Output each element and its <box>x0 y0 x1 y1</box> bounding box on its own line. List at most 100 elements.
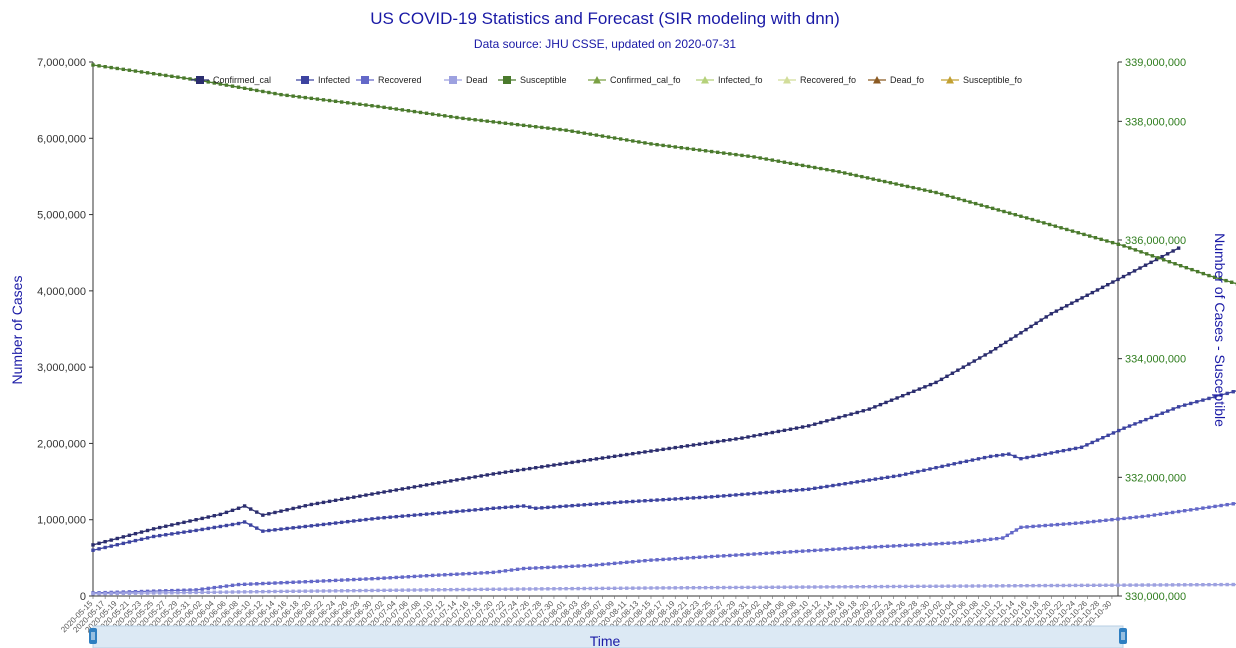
series-infected-point <box>109 544 113 548</box>
series-confirmed-cal-point <box>309 502 314 507</box>
series-dead-point <box>230 590 235 594</box>
series-confirmed-cal-point <box>455 478 459 482</box>
series-dead-point <box>309 589 314 593</box>
series-susceptible-point <box>267 90 271 95</box>
right-tick-label: 332,000,000 <box>1125 472 1186 484</box>
series-dead-point <box>788 585 793 589</box>
legend-item[interactable]: Recovered <box>356 75 422 85</box>
series-recovered-point <box>679 556 684 561</box>
series-confirmed-cal-point <box>679 445 684 449</box>
series-recovered-point <box>400 575 405 579</box>
series-recovered-point <box>546 565 550 570</box>
series-infected-point <box>370 517 374 521</box>
series-susceptible-point <box>673 145 677 149</box>
series-susceptible-point <box>273 91 277 96</box>
series-confirmed-cal-point <box>1143 263 1148 267</box>
legend-item[interactable]: Infected <box>296 75 350 85</box>
series-susceptible-point <box>467 117 471 121</box>
legend-item[interactable]: Confirmed_cal_fo <box>588 75 681 85</box>
legend-item[interactable]: Dead <box>444 75 488 85</box>
series-confirmed-cal-point <box>176 521 180 526</box>
legend-item[interactable]: Susceptible <box>498 75 567 85</box>
series-recovered-point <box>273 581 277 585</box>
series-dead-point <box>734 585 738 590</box>
series-dead-point <box>758 585 762 590</box>
series-confirmed-cal-point <box>418 484 423 488</box>
series-infected-point <box>582 503 586 507</box>
series-dead-point <box>455 587 459 592</box>
series-recovered-point <box>922 542 926 547</box>
series-susceptible-point <box>894 182 898 186</box>
series-confirmed-cal-point <box>1004 340 1008 345</box>
series-confirmed-cal-point <box>1111 280 1115 284</box>
series-infected-point <box>558 504 562 509</box>
series-susceptible-point <box>212 81 217 85</box>
series-infected-point <box>552 505 556 509</box>
legend-label: Susceptible <box>520 75 567 85</box>
series-confirmed-cal-point <box>1064 304 1069 308</box>
series-confirmed-cal-point <box>333 498 338 502</box>
series-recovered-point <box>825 548 829 552</box>
series-infected-point <box>242 520 247 524</box>
series-confirmed-cal-point <box>406 486 411 490</box>
series-confirmed-cal-point <box>1176 246 1181 250</box>
legend-item[interactable]: Confirmed_cal <box>191 75 271 85</box>
legend-item[interactable]: Susceptible_fo <box>941 75 1022 85</box>
series-confirmed-cal-point <box>800 425 805 429</box>
series-recovered-point <box>497 569 502 574</box>
range-slider[interactable] <box>89 625 1127 648</box>
series-susceptible-point <box>1156 256 1160 260</box>
series-recovered-point <box>473 571 477 575</box>
legend-item[interactable]: Infected_fo <box>696 75 763 85</box>
series-confirmed-cal-point <box>1039 318 1043 322</box>
series-susceptible-point <box>685 146 690 151</box>
series-infected-point <box>988 454 993 459</box>
series-infected-point <box>224 523 229 528</box>
series-infected-point <box>1138 420 1143 424</box>
series-susceptible-point <box>956 197 961 201</box>
series-susceptible-point <box>837 170 841 174</box>
series-recovered-point <box>861 545 865 550</box>
series-confirmed-cal-point <box>813 422 817 426</box>
series-infected-point <box>885 475 890 479</box>
series-susceptible-point <box>1195 269 1200 274</box>
series-susceptible-point <box>865 176 870 180</box>
series-dead-point <box>333 589 338 593</box>
range-slider-handle-left[interactable] <box>89 628 97 644</box>
series-susceptible-point <box>1093 235 1098 240</box>
series-recovered-point <box>703 555 708 559</box>
legend-item[interactable]: Recovered_fo <box>778 75 856 85</box>
series-susceptible-point <box>164 73 168 78</box>
series-dead-point <box>928 584 932 588</box>
series-susceptible-point <box>461 116 465 121</box>
series-susceptible-point <box>1145 252 1149 256</box>
series-dead-point <box>133 591 138 595</box>
series-dead-point <box>352 588 356 593</box>
series-infected-point <box>1127 424 1132 428</box>
series-recovered-point <box>1037 524 1041 528</box>
series-dead-point <box>279 589 283 594</box>
series-dead <box>91 582 1236 596</box>
series-susceptible-point <box>443 114 447 118</box>
series-infected-point <box>916 469 920 474</box>
series-susceptible-point <box>643 141 647 145</box>
series-dead-point <box>109 591 113 596</box>
series-infected-point <box>910 471 914 475</box>
series-recovered-point <box>443 573 447 577</box>
series-confirmed-cal-point <box>637 451 641 455</box>
series-recovered-point <box>691 555 696 560</box>
series-susceptible-point <box>1013 212 1017 217</box>
series-infected-point <box>594 502 599 506</box>
series-infected-point <box>467 508 471 513</box>
legend-item[interactable]: Dead_fo <box>868 75 924 85</box>
series-susceptible-point <box>455 115 459 120</box>
range-slider-handle-right[interactable] <box>1119 628 1127 644</box>
series-susceptible-point <box>951 195 955 199</box>
series-dead-point <box>631 586 635 590</box>
series-infected-point <box>570 503 574 508</box>
series-recovered-point <box>655 558 659 562</box>
series-dead-point <box>1049 583 1053 588</box>
series-susceptible-point <box>794 162 799 167</box>
series-confirmed-cal-point <box>878 402 883 407</box>
series-confirmed-cal-point <box>449 479 453 483</box>
